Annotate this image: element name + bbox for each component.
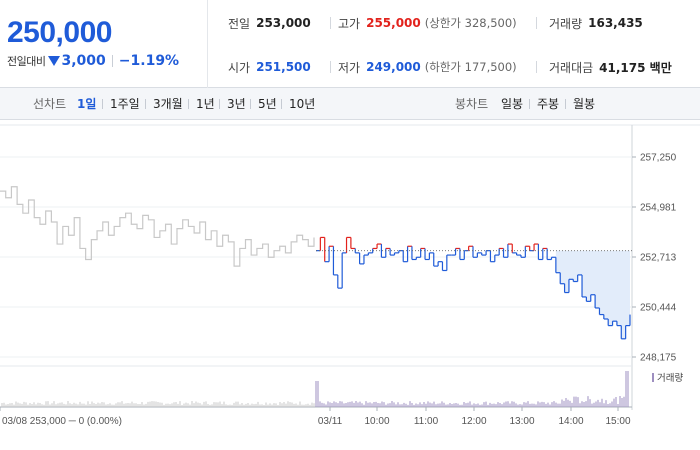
text-layer: 257,250 254,981 252,713 250,444 248,175 거래량 03…	[2, 153, 683, 428]
open-label: 시가	[228, 60, 251, 75]
high-cell: 고가 255,000 (상한가 328,500)	[338, 13, 517, 33]
chart-toolbar: 선차트 1일 1주일 3개월 1년 3년 5년 10년 봉차트 일봉 주봉 월봉	[0, 88, 700, 120]
volume-layer	[1, 371, 654, 407]
y-tick-label: 248,175	[640, 353, 677, 364]
current-price-box: 250,000 전일대비 3,000 −1.19%	[0, 0, 208, 88]
candle-daily-tab[interactable]: 일봉	[501, 97, 524, 111]
change-amount: 3,000	[61, 53, 106, 69]
candle-chart-label: 봉차트	[455, 97, 489, 111]
x-tick-label: 15:00	[605, 416, 630, 427]
volume-cell: 거래량 163,435	[549, 13, 643, 33]
price-chart-svg: 257,250 254,981 252,713 250,444 248,175 거래량 03…	[0, 124, 700, 428]
prev-close-label: 전일	[228, 16, 251, 31]
period-5y-tab[interactable]: 5년	[258, 97, 277, 111]
period-3m-tab[interactable]: 3개월	[153, 97, 183, 111]
price-chart[interactable]: 257,250 254,981 252,713 250,444 248,175 거래량 03…	[0, 121, 700, 450]
divider	[145, 99, 146, 109]
prev-day-price-line	[0, 186, 315, 267]
volume-legend-swatch	[652, 373, 654, 382]
price-change-row: 전일대비 3,000 −1.19%	[7, 53, 207, 69]
divider	[529, 99, 530, 109]
divider	[281, 99, 282, 109]
amount-label: 거래대금	[549, 60, 594, 75]
divider	[188, 99, 189, 109]
volume-value: 163,435	[588, 16, 643, 30]
current-price: 250,000	[7, 16, 112, 49]
change-label: 전일대비	[7, 55, 46, 68]
amount-cell: 거래대금 41,175 백만	[549, 57, 672, 77]
high-value: 255,000	[366, 16, 421, 30]
change-divider	[111, 55, 113, 67]
divider	[536, 61, 537, 73]
period-1d-tab[interactable]: 1일	[77, 97, 97, 111]
series-layer	[0, 186, 631, 340]
high-label: 고가	[338, 16, 361, 31]
axis-layer	[0, 156, 636, 411]
down-arrow-icon	[48, 56, 61, 66]
x-tick-label: 14:00	[558, 416, 583, 427]
volume-legend-label: 거래량	[657, 372, 683, 384]
low-cell: 저가 249,000 (하한가 177,500)	[338, 57, 517, 77]
period-1y-tab[interactable]: 1년	[196, 97, 215, 111]
upper-limit: (상한가 328,500)	[424, 16, 517, 30]
y-tick-label: 254,981	[640, 203, 677, 214]
line-chart-label: 선차트	[33, 97, 67, 111]
period-1w-tab[interactable]: 1주일	[110, 97, 140, 111]
y-tick-label: 250,444	[640, 303, 677, 314]
open-value: 251,500	[256, 60, 311, 74]
x-tick-label: 12:00	[461, 416, 486, 427]
volume-label: 거래량	[549, 16, 583, 31]
divider	[250, 99, 251, 109]
x-tick-label: 03/11	[318, 416, 343, 427]
prev-close-value: 253,000	[256, 16, 311, 30]
low-label: 저가	[338, 60, 361, 75]
y-tick-label: 252,713	[640, 253, 677, 264]
prev-close-cell: 전일 253,000	[228, 13, 311, 33]
divider	[102, 99, 103, 109]
divider	[219, 99, 220, 109]
candle-weekly-tab[interactable]: 주봉	[537, 97, 560, 111]
divider	[565, 99, 566, 109]
x-tick-label: 13:00	[509, 416, 534, 427]
period-3y-tab[interactable]: 3년	[227, 97, 246, 111]
divider	[330, 61, 331, 73]
open-cell: 시가 251,500	[228, 57, 311, 77]
candle-monthly-tab[interactable]: 월봉	[573, 97, 596, 111]
prev-day-footer: 03/08 253,000 ─ 0 (0.00%)	[2, 416, 122, 427]
lower-limit: (하한가 177,500)	[424, 60, 517, 74]
divider	[536, 17, 537, 29]
stock-summary: 250,000 전일대비 3,000 −1.19% 전일 253,000 고가 …	[0, 0, 700, 88]
low-value: 249,000	[366, 60, 421, 74]
divider	[330, 17, 331, 29]
x-tick-label: 10:00	[364, 416, 389, 427]
change-rate: −1.19%	[118, 53, 180, 69]
x-tick-label: 11:00	[414, 416, 439, 427]
amount-value: 41,175 백만	[599, 60, 672, 75]
period-10y-tab[interactable]: 10년	[289, 97, 316, 111]
grid-layer	[0, 124, 700, 410]
y-tick-label: 257,250	[640, 153, 677, 164]
